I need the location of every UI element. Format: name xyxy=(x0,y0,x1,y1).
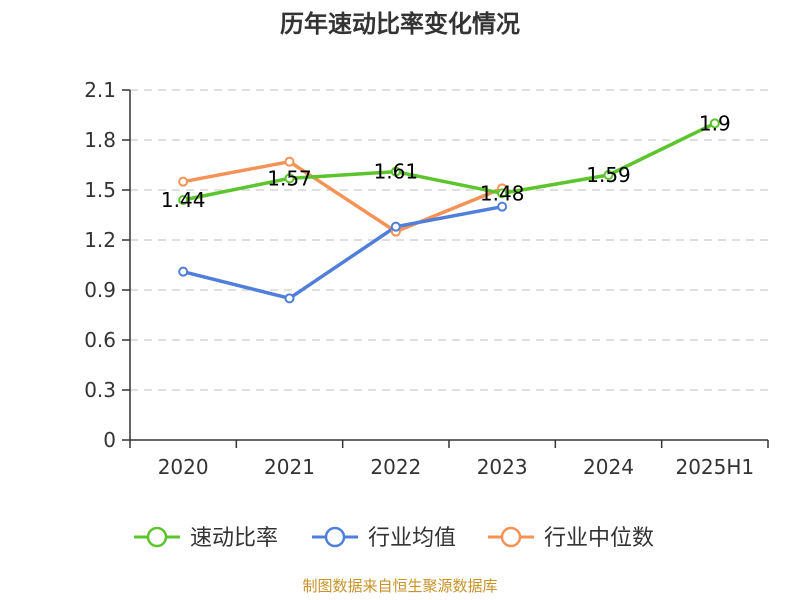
series-line xyxy=(182,204,503,301)
data-point xyxy=(178,195,189,205)
x-tick-label: 2021 xyxy=(264,455,315,479)
legend-marker-icon xyxy=(324,526,346,548)
data-point xyxy=(603,170,614,180)
data-label: 1.59 xyxy=(586,163,631,187)
data-point xyxy=(709,118,720,129)
data-point xyxy=(284,293,295,304)
data-label: 1.44 xyxy=(161,188,206,212)
data-point xyxy=(390,221,401,232)
y-tick-label: 1.2 xyxy=(84,228,116,252)
y-tick-label: 0.6 xyxy=(84,328,116,352)
y-tick-label: 0 xyxy=(103,428,116,452)
legend-marker-icon xyxy=(146,526,168,548)
y-tick-label: 1.5 xyxy=(84,178,116,202)
legend-item[interactable]: 行业均值 xyxy=(312,526,456,551)
data-point xyxy=(390,166,401,177)
y-tick-label: 0.9 xyxy=(84,278,116,302)
data-label: 1.9 xyxy=(699,111,731,135)
legend-label: 速动比率 xyxy=(190,526,278,551)
footer-credit: 制图数据来自恒生聚源数据库 xyxy=(302,577,498,595)
y-tick-label: 2.1 xyxy=(84,78,116,102)
chart-title: 历年速动比率变化情况 xyxy=(280,10,520,38)
x-tick-label: 2023 xyxy=(477,455,528,479)
legend-item[interactable]: 行业中位数 xyxy=(488,526,654,551)
data-label: 1.61 xyxy=(374,160,419,184)
y-tick-label: 1.8 xyxy=(84,128,116,152)
series-line xyxy=(182,159,503,234)
data-point xyxy=(284,173,295,184)
data-point xyxy=(284,156,295,167)
data-label: 1.48 xyxy=(480,181,525,205)
x-tick-label: 2022 xyxy=(370,455,421,479)
legend-label: 行业中位数 xyxy=(544,526,654,551)
data-point xyxy=(497,201,508,212)
y-tick-label: 0.3 xyxy=(84,378,116,402)
legend-marker-icon xyxy=(500,526,522,548)
x-tick-label: 2025H1 xyxy=(675,455,754,479)
legend-label: 行业均值 xyxy=(368,526,456,551)
data-point xyxy=(178,176,189,187)
data-label: 1.57 xyxy=(267,166,312,190)
x-tick-label: 2020 xyxy=(158,455,209,479)
data-point xyxy=(178,266,189,277)
data-point xyxy=(497,188,508,199)
legend-item[interactable]: 速动比率 xyxy=(134,526,278,551)
x-tick-label: 2024 xyxy=(583,455,634,479)
series-line xyxy=(182,121,716,202)
